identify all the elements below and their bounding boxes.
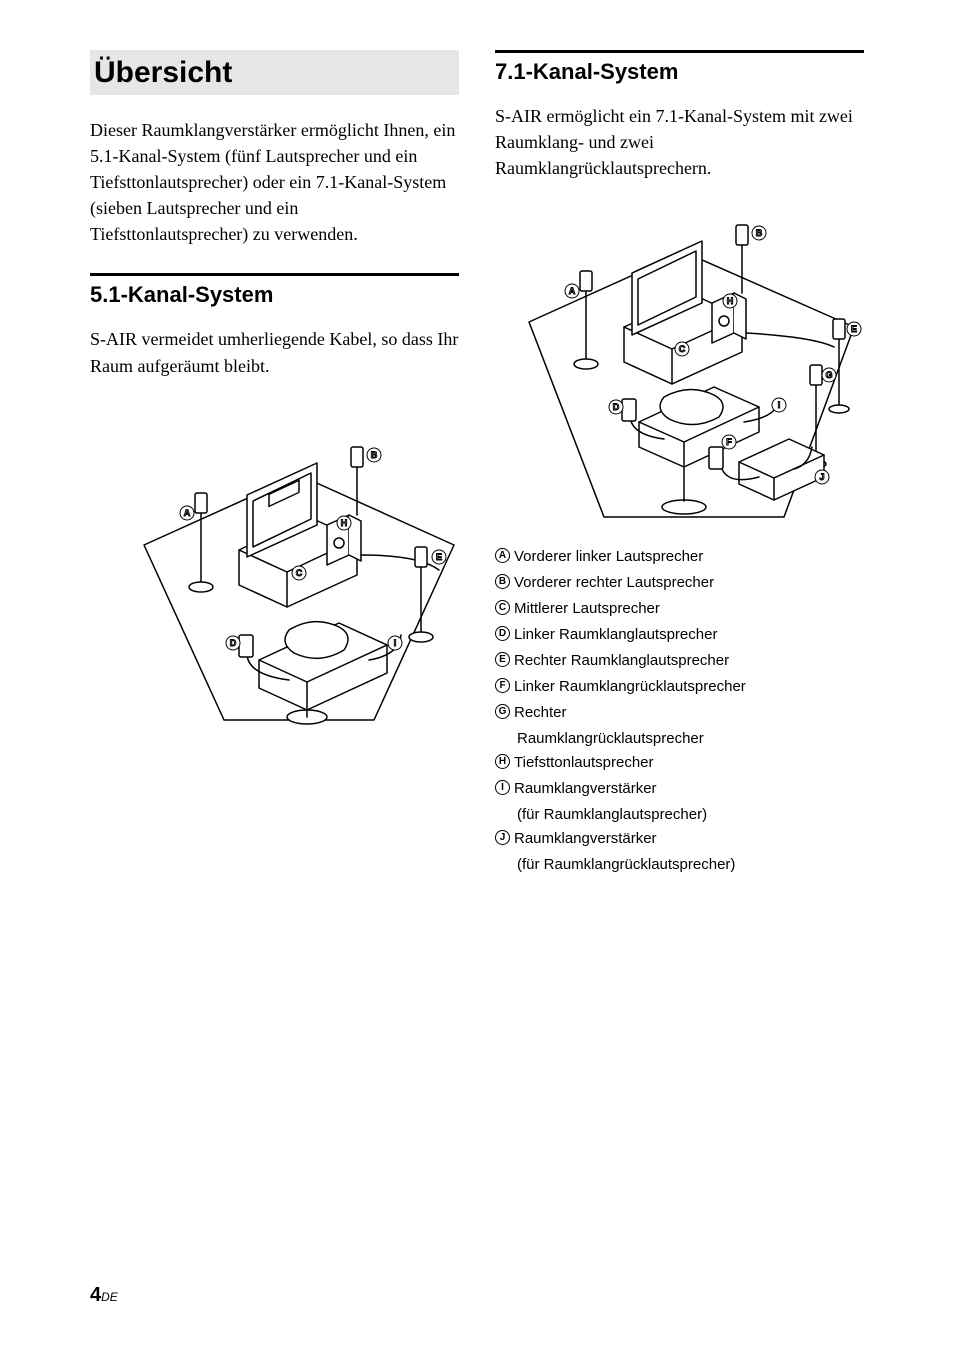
callout-g2: G (825, 370, 832, 380)
legend-letter-icon: G (495, 704, 510, 719)
callout-e: E (436, 552, 442, 562)
legend-item: E Rechter Raumklanglautsprecher (495, 649, 864, 673)
legend-item: B Vorderer rechter Lautsprecher (495, 571, 864, 595)
section-rule-left (90, 273, 459, 276)
legend-text: Vorderer rechter Lautsprecher (514, 571, 864, 595)
legend-text: Vorderer linker Lautsprecher (514, 545, 864, 569)
legend-text: Rechter Raumklanglautsprecher (514, 649, 864, 673)
legend-letter-icon: J (495, 830, 510, 845)
page-number: 4 (90, 1284, 101, 1306)
callout-d: D (230, 638, 237, 648)
callout-b2: B (756, 228, 763, 238)
legend-letter-icon: E (495, 652, 510, 667)
callout-f2: F (726, 437, 732, 447)
legend-text: Tiefsttonlautsprecher (514, 751, 864, 775)
page-title: Übersicht (90, 50, 459, 95)
legend-text-cont: Raumklangrücklautsprecher (517, 727, 864, 751)
section-title-51: 5.1-Kanal-System (90, 282, 459, 308)
callout-c2: C (679, 344, 686, 354)
legend-item: F Linker Raumklangrücklautsprecher (495, 675, 864, 699)
left-column: Übersicht Dieser Raumklangverstärker erm… (90, 50, 459, 877)
diagram-71: A B C D E F G H I J (495, 207, 864, 527)
legend-item: A Vorderer linker Lautsprecher (495, 545, 864, 569)
legend-item: G Rechter (495, 701, 864, 725)
legend-item: I Raumklangverstärker (495, 777, 864, 801)
legend-letter-icon: I (495, 780, 510, 795)
page-lang: DE (101, 1290, 118, 1304)
callout-i: I (394, 638, 397, 648)
right-column: 7.1-Kanal-System S-AIR ermöglicht ein 7.… (495, 50, 864, 877)
legend-letter-icon: D (495, 626, 510, 641)
callout-i2: I (778, 400, 781, 410)
legend-item: D Linker Raumklanglautsprecher (495, 623, 864, 647)
diagram-51: A B C D E H I (90, 405, 459, 725)
diagram-71-svg: A B C D E F G H I J (524, 207, 864, 527)
callout-e2: E (851, 324, 857, 334)
legend-text: Rechter (514, 701, 864, 725)
legend-letter-icon: A (495, 548, 510, 563)
legend-text: Mittlerer Lautsprecher (514, 597, 864, 621)
page-columns: Übersicht Dieser Raumklangverstärker erm… (90, 50, 864, 877)
section-title-71: 7.1-Kanal-System (495, 59, 864, 85)
callout-h2: H (727, 296, 734, 306)
legend-text: Raumklangverstärker (514, 827, 864, 851)
callout-j2: J (819, 472, 824, 482)
diagram-51-svg: A B C D E H I (139, 405, 459, 725)
callout-d2: D (613, 402, 620, 412)
callout-a2: A (569, 286, 576, 296)
page-footer: 4DE (90, 1284, 118, 1307)
legend-letter-icon: H (495, 754, 510, 769)
section-rule-right (495, 50, 864, 53)
legend-71: A Vorderer linker Lautsprecher B Vorderer r… (495, 545, 864, 877)
intro-paragraph: Dieser Raumklangverstärker ermöglicht Ih… (90, 117, 459, 247)
section-body-71: S-AIR ermöglicht ein 7.1-Kanal-System mi… (495, 103, 864, 181)
callout-a: A (184, 508, 191, 518)
legend-letter-icon: B (495, 574, 510, 589)
callout-b: B (371, 450, 378, 460)
section-body-51: S-AIR vermeidet umherliegende Kabel, so … (90, 326, 459, 378)
legend-subtext: (für Raumklanglautsprecher) (517, 803, 864, 827)
legend-item: H Tiefsttonlautsprecher (495, 751, 864, 775)
legend-item: J Raumklangverstärker (495, 827, 864, 851)
callout-h: H (341, 518, 348, 528)
legend-letter-icon: F (495, 678, 510, 693)
legend-text: Linker Raumklangrücklautsprecher (514, 675, 864, 699)
callout-c: C (296, 568, 303, 578)
legend-subtext: (für Raumklangrücklautsprecher) (517, 853, 864, 877)
legend-text: Linker Raumklanglautsprecher (514, 623, 864, 647)
legend-item: C Mittlerer Lautsprecher (495, 597, 864, 621)
legend-text: Raumklangverstärker (514, 777, 864, 801)
legend-letter-icon: C (495, 600, 510, 615)
